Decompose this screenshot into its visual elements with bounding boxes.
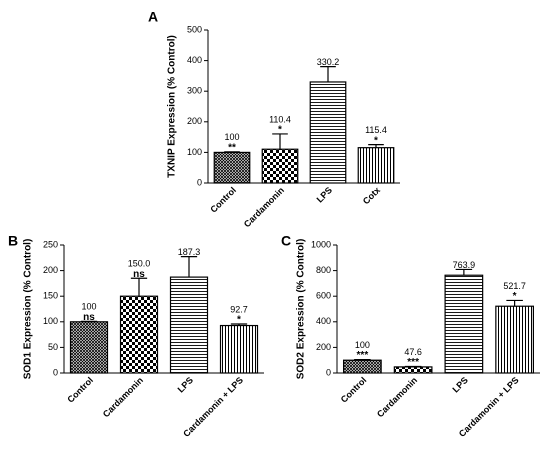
error-bar [230, 323, 248, 326]
x-tick-label: Cotx [361, 185, 382, 206]
y-tick-label: 600 [316, 291, 331, 301]
bar [213, 151, 251, 184]
y-axis-label: TXNIP Expression (% Control) [167, 35, 178, 178]
significance: ns [133, 269, 145, 280]
significance: ** [228, 142, 236, 153]
y-tick-label: 200 [43, 265, 58, 275]
error-bar [368, 144, 384, 148]
panel-label: C [281, 233, 291, 249]
panel-label: A [148, 9, 158, 25]
error-bar [130, 277, 148, 297]
value-label: 763.9 [453, 260, 476, 270]
error-bar [224, 151, 240, 153]
y-tick-label: 500 [187, 24, 202, 34]
significance: * [278, 125, 282, 136]
x-tick-label: Control [208, 185, 238, 215]
bar [119, 295, 159, 374]
value-label: 92.7 [230, 304, 248, 314]
value-label: 47.6 [404, 347, 422, 357]
y-tick-label: 200 [187, 116, 202, 126]
error-bar [320, 66, 336, 82]
panel-label: B [8, 233, 18, 249]
x-tick-label: LPS [451, 375, 470, 394]
y-tick-label: 0 [53, 367, 58, 377]
y-axis-label: SOD1 Expression (% Control) [23, 239, 34, 380]
error-bar [180, 256, 198, 278]
y-tick-label: 400 [187, 55, 202, 65]
x-tick-label: Control [339, 375, 369, 405]
y-axis-label: SOD2 Expression (% Control) [296, 239, 307, 380]
significance: * [374, 135, 378, 146]
value-label: 115.4 [365, 125, 387, 135]
bar [69, 321, 109, 374]
x-tick-label: Cardamonin [242, 185, 286, 229]
value-label: 100 [355, 340, 370, 350]
error-bar [80, 320, 98, 322]
value-label: 521.7 [503, 281, 526, 291]
y-tick-label: 0 [326, 367, 331, 377]
error-bar [272, 133, 288, 150]
y-tick-label: 1000 [311, 239, 331, 249]
error-bar [455, 268, 473, 276]
significance: *** [357, 350, 369, 361]
value-label: 100 [81, 302, 96, 312]
x-tick-label: LPS [176, 375, 195, 394]
x-tick-label: Cardamonin [375, 375, 419, 419]
bar [495, 305, 535, 374]
x-tick-label: Control [65, 375, 95, 405]
bar [219, 324, 259, 374]
y-tick-label: 50 [48, 342, 58, 352]
y-tick-label: 100 [187, 147, 202, 157]
error-bar [506, 299, 523, 307]
bar [261, 148, 299, 184]
y-tick-label: 200 [316, 342, 331, 352]
bar [309, 81, 347, 184]
value-label: 150.0 [128, 259, 151, 269]
y-tick-label: 0 [197, 177, 202, 187]
value-label: 100 [224, 132, 239, 142]
y-tick-label: 250 [43, 239, 58, 249]
value-label: 110.4 [269, 114, 291, 124]
significance: *** [407, 357, 419, 368]
significance: ns [83, 312, 95, 323]
x-tick-label: LPS [315, 185, 334, 204]
y-tick-label: 100 [43, 316, 58, 326]
y-tick-label: 400 [316, 316, 331, 326]
bar [169, 276, 209, 374]
y-tick-label: 150 [43, 291, 58, 301]
value-label: 187.3 [178, 247, 201, 257]
value-label: 330.2 [317, 57, 340, 67]
bar [357, 147, 395, 184]
significance: * [237, 315, 241, 326]
bar [444, 274, 484, 374]
x-tick-label: Cardamonin [101, 375, 145, 419]
bar [342, 359, 382, 374]
error-bar [354, 358, 371, 361]
y-tick-label: 800 [316, 265, 331, 275]
significance: * [513, 291, 517, 302]
y-tick-label: 300 [187, 86, 202, 96]
